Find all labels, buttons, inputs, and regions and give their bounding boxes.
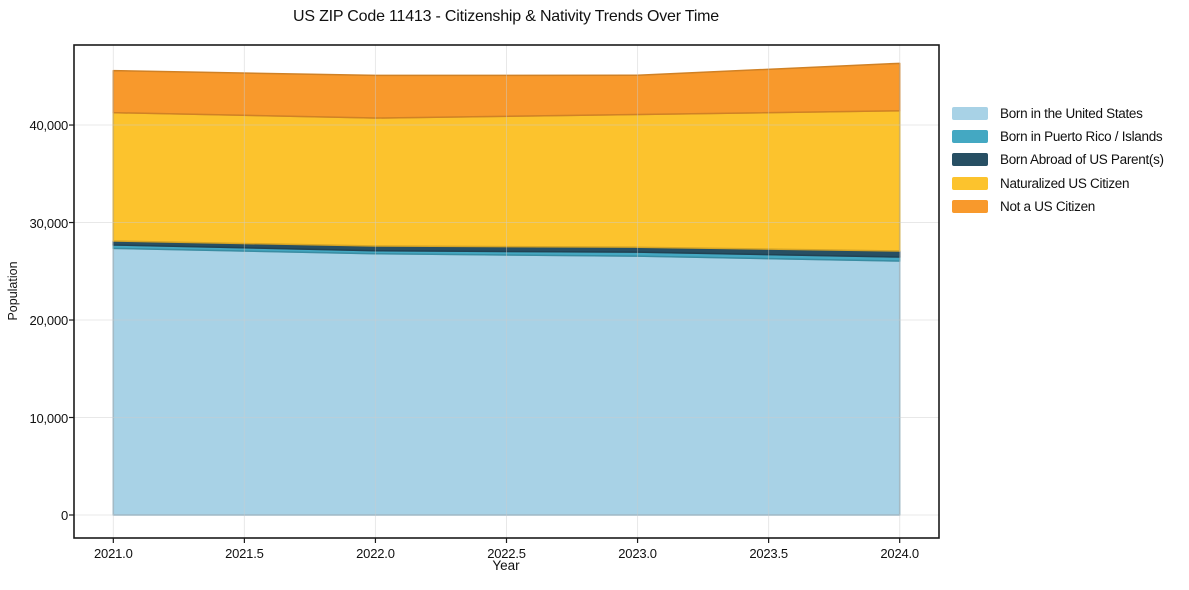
legend-item: Not a US Citizen (952, 199, 1164, 215)
area-not-a-us-citizen (112, 62, 901, 119)
legend-swatch-icon (952, 176, 988, 190)
x-tick-label: 2022.5 (487, 546, 526, 561)
x-tick-label: 2024.0 (880, 546, 919, 561)
y-axis-label: Population (6, 261, 20, 321)
plot-border (73, 44, 940, 539)
legend-label: Born Abroad of US Parent(s) (1000, 152, 1164, 168)
x-tick-label: 2023.5 (749, 546, 788, 561)
legend-swatch-icon (952, 200, 988, 214)
x-tick-label: 2021.5 (225, 546, 264, 561)
y-tick-label: 0 (60, 507, 68, 523)
legend: Born in the United States Born in Puerto … (952, 106, 1164, 214)
legend-label: Born in the United States (1000, 105, 1143, 121)
legend-label: Born in Puerto Rico / Islands (1000, 128, 1163, 144)
y-tick-label: 30,000 (29, 215, 68, 231)
y-tick-label: 40,000 (29, 118, 68, 134)
x-tick-label: 2022.0 (356, 546, 395, 561)
legend-swatch-icon (952, 129, 988, 143)
x-tick-label: 2021.0 (94, 546, 133, 561)
legend-item: Naturalized US Citizen (952, 175, 1164, 191)
x-axis-label: Year (492, 558, 520, 573)
y-tick-label: 20,000 (29, 313, 68, 328)
legend-swatch-icon (952, 106, 988, 120)
chart-title: US ZIP Code 11413 - Citizenship & Nativi… (292, 8, 720, 25)
x-tick-label: 2023.0 (618, 546, 657, 561)
legend-swatch-icon (952, 153, 988, 167)
legend-label: Not a US Citizen (1000, 199, 1095, 215)
legend-label: Naturalized US Citizen (1000, 175, 1130, 191)
legend-item: Born in the United States (952, 105, 1164, 121)
legend-item: Born Abroad of US Parent(s) (952, 152, 1164, 168)
legend-item: Born in Puerto Rico / Islands (952, 128, 1164, 144)
y-tick-label: 10,000 (29, 410, 68, 426)
